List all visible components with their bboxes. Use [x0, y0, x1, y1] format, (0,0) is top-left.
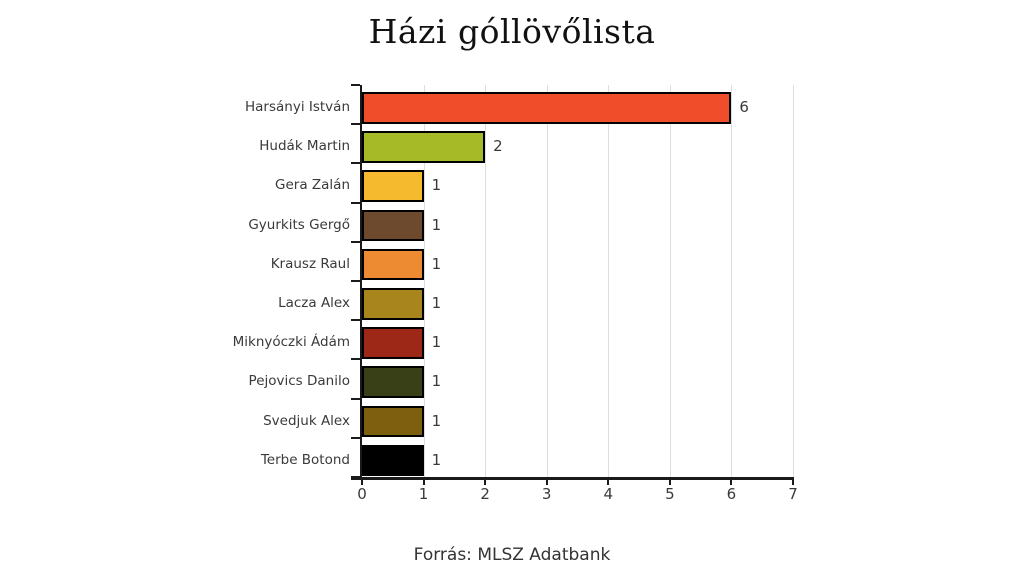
bar [362, 444, 424, 477]
value-label: 1 [431, 450, 442, 469]
gridline [423, 85, 425, 477]
bar [362, 170, 424, 202]
gridline [485, 85, 487, 477]
y-axis-line [359, 85, 362, 480]
category-label: Harsányi István [245, 99, 350, 115]
x-tick-label: 6 [726, 485, 737, 503]
x-axis-tick [668, 477, 671, 485]
source-caption: Forrás: MLSZ Adatbank [413, 545, 611, 565]
category-label: Krausz Raul [270, 255, 350, 272]
value-label: 2 [493, 137, 503, 156]
x-tick-label: 0 [357, 485, 367, 503]
gridline [608, 85, 610, 477]
y-axis-tick [351, 358, 360, 361]
y-axis-tick [351, 240, 360, 243]
category-label: Hudák Martin [259, 138, 350, 155]
y-axis-tick [351, 436, 360, 439]
x-tick-label: 1 [418, 485, 429, 503]
y-axis-tick [351, 397, 360, 400]
x-tick-label: 4 [603, 485, 614, 503]
x-tick-label: 3 [541, 485, 552, 503]
x-tick-label: 2 [480, 485, 490, 503]
value-label: 1 [431, 215, 442, 234]
gridline [793, 85, 794, 477]
value-label: 1 [431, 411, 442, 430]
x-axis-tick [607, 477, 610, 485]
value-label: 6 [739, 98, 749, 116]
category-label: Miknyóczki Ádám [232, 334, 350, 351]
value-label: 1 [431, 294, 442, 312]
gridline [731, 85, 733, 477]
bar [362, 405, 424, 438]
y-axis-tick [351, 162, 360, 165]
x-axis-line [351, 477, 794, 480]
value-label: 1 [431, 333, 442, 352]
gridline [669, 85, 671, 477]
bar [362, 209, 424, 242]
bar [362, 92, 732, 124]
category-label: Terbe Botond [260, 451, 350, 468]
x-tick-label: 5 [665, 485, 675, 503]
bar [362, 248, 424, 281]
gridline [546, 85, 548, 477]
y-axis-tick [351, 319, 360, 322]
bar [362, 366, 424, 398]
y-axis-tick [351, 201, 360, 204]
chart-title: Házi góllövőlista [368, 12, 656, 51]
y-axis-tick [351, 123, 360, 126]
category-label: Svedjuk Alex [263, 412, 350, 429]
y-axis-tick [351, 280, 360, 282]
x-axis-tick [730, 477, 733, 485]
x-axis-tick [792, 477, 794, 485]
x-axis-tick [545, 477, 548, 485]
value-label: 1 [431, 254, 442, 273]
value-label: 1 [431, 372, 442, 391]
value-label: 1 [431, 176, 442, 195]
x-axis-tick [422, 477, 425, 485]
category-label: Gera Zalán [275, 177, 350, 194]
x-axis-tick [484, 477, 487, 485]
bar [362, 327, 424, 359]
category-label: Lacza Alex [278, 295, 350, 311]
bar [362, 131, 486, 163]
y-axis-tick [351, 84, 360, 86]
x-axis-tick [361, 477, 363, 485]
bar [362, 288, 424, 320]
category-label: Gyurkits Gergő [248, 216, 350, 233]
category-label: Pejovics Danilo [248, 373, 350, 390]
x-tick-label: 7 [788, 485, 798, 503]
